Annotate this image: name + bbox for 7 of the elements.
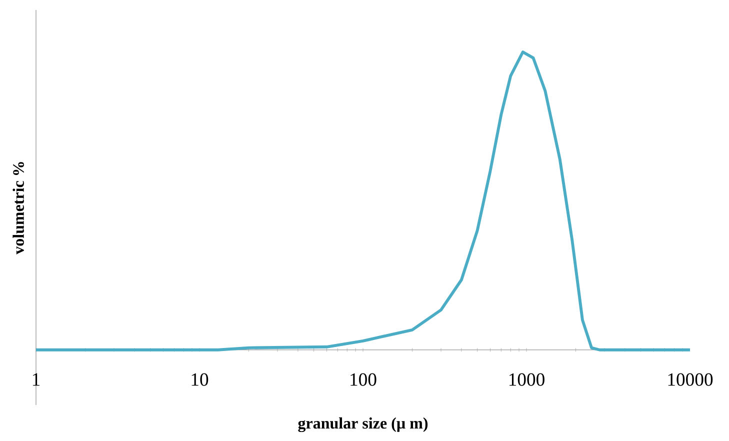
x-tick-label: 100 — [350, 373, 376, 386]
x-tick-label: 1 — [32, 373, 40, 386]
x-tick-label: 10000 — [668, 373, 713, 386]
x-axis-title: granular size (µ m) — [298, 417, 428, 432]
x-tick-label: 1000 — [509, 373, 544, 386]
x-tick-label: 10 — [192, 373, 208, 386]
y-axis-title: volumetric % — [12, 162, 24, 254]
